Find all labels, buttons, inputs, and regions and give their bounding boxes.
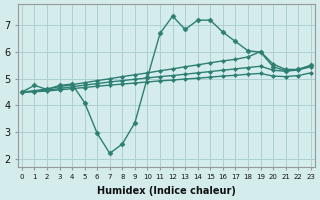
X-axis label: Humidex (Indice chaleur): Humidex (Indice chaleur) [97, 186, 236, 196]
